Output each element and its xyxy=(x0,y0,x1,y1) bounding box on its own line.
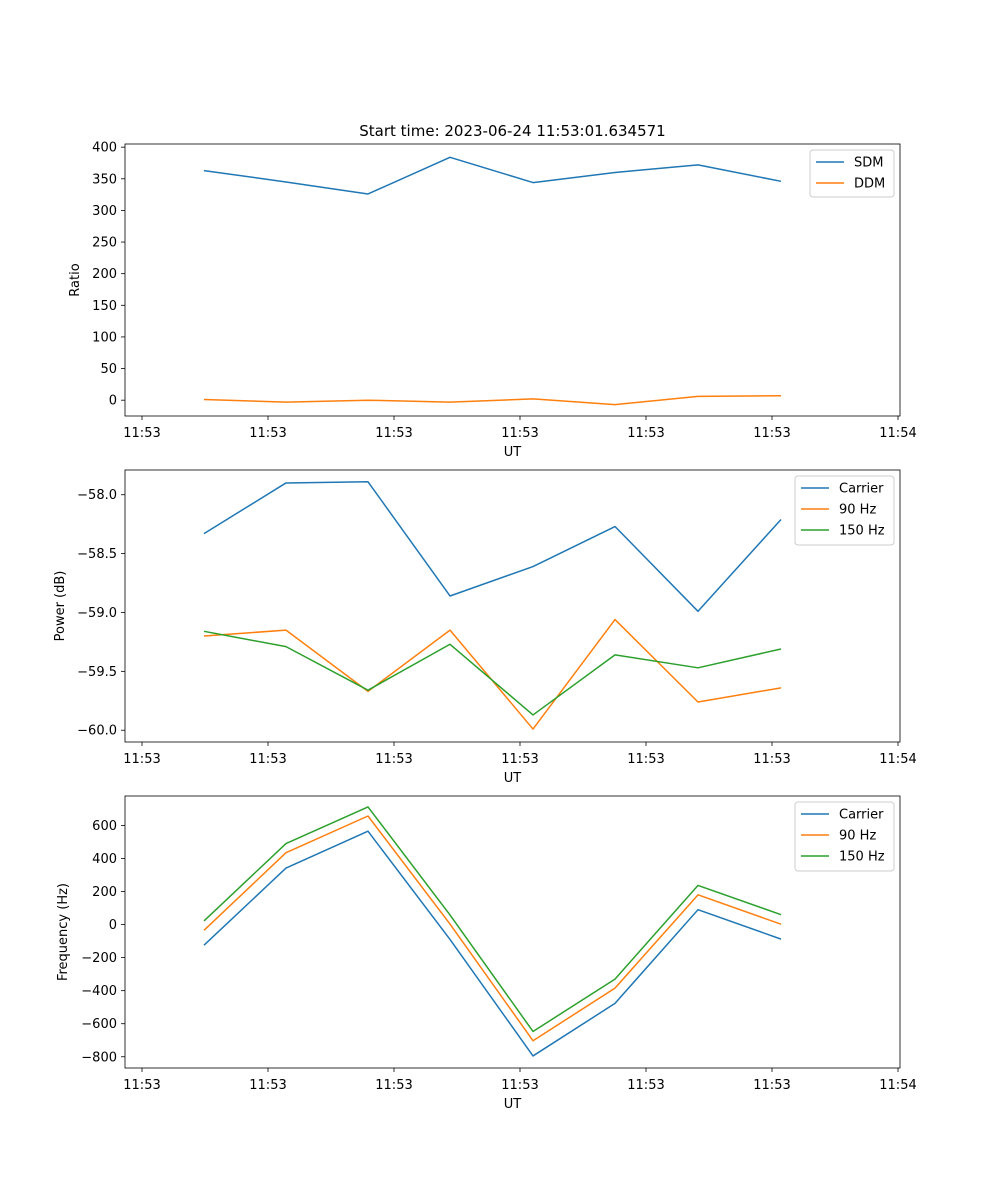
figure-title: Start time: 2023-06-24 11:53:01.634571 xyxy=(359,122,665,140)
y-tick-label: −600 xyxy=(81,1017,117,1032)
series-line-ddm xyxy=(203,395,782,406)
y-axis-label: Ratio xyxy=(68,263,83,296)
y-tick-label: 300 xyxy=(92,204,117,219)
legend-label: 90 Hz xyxy=(839,503,876,518)
legend: SDM DDM xyxy=(809,149,895,198)
y-tick-label: 400 xyxy=(92,141,117,156)
legend-label: SDM xyxy=(854,156,883,171)
legend-box xyxy=(794,475,895,546)
x-tick-label: 11:54 xyxy=(879,426,916,441)
axes-frame xyxy=(124,795,901,1069)
legend-label: 150 Hz xyxy=(839,524,885,539)
x-tick-label: 11:53 xyxy=(501,426,538,441)
y-tick-label: 50 xyxy=(100,362,117,377)
legend-label: DDM xyxy=(854,177,885,192)
panel-1: 11:53 11:53 11:53 11:53 11:53 11:53 11:54 UT 0 50… xyxy=(68,141,917,460)
x-tick-label: 11:53 xyxy=(375,752,412,767)
x-tick-label: 11:53 xyxy=(249,426,286,441)
x-tick-label: 11:54 xyxy=(879,1078,916,1093)
y-tick-label: −58.5 xyxy=(77,547,117,562)
series-line-90-hz xyxy=(203,815,782,1042)
y-tick-label: −60.0 xyxy=(77,724,117,739)
x-tick-label: 11:53 xyxy=(753,1078,790,1093)
series-line-carrier xyxy=(203,481,782,613)
series-line-carrier xyxy=(203,830,782,1057)
x-tick-label: 11:53 xyxy=(753,752,790,767)
x-axis-label: UT xyxy=(504,771,522,786)
x-tick-label: 11:53 xyxy=(375,426,412,441)
y-tick-label: −200 xyxy=(81,951,117,966)
legend: Carrier 90 Hz 150 Hz xyxy=(794,475,895,546)
x-tick-label: 11:53 xyxy=(627,752,664,767)
legend-label: Carrier xyxy=(839,482,884,497)
y-tick-label: 0 xyxy=(109,394,117,409)
x-tick-label: 11:53 xyxy=(249,1078,286,1093)
y-tick-label: −800 xyxy=(81,1050,117,1065)
y-tick-label: 200 xyxy=(92,267,117,282)
legend-label: Carrier xyxy=(839,808,884,823)
y-tick-label: 0 xyxy=(109,918,117,933)
x-tick-label: 11:53 xyxy=(501,1078,538,1093)
y-tick-label: 350 xyxy=(92,172,117,187)
y-axis-label: Frequency (Hz) xyxy=(56,883,71,981)
x-tick-label: 11:53 xyxy=(753,426,790,441)
y-tick-label: −400 xyxy=(81,984,117,999)
x-tick-label: 11:54 xyxy=(879,752,916,767)
y-tick-label: 250 xyxy=(92,236,117,251)
x-axis-label: UT xyxy=(504,445,522,460)
y-tick-label: 100 xyxy=(92,330,117,345)
panel-3: 11:53 11:53 11:53 11:53 11:53 11:53 11:54 UT −80… xyxy=(56,795,917,1112)
legend-label: 150 Hz xyxy=(839,850,885,865)
x-tick-label: 11:53 xyxy=(627,426,664,441)
y-tick-label: −59.5 xyxy=(77,665,117,680)
x-axis-label: UT xyxy=(504,1097,522,1112)
axes-frame xyxy=(124,469,901,743)
legend-label: 90 Hz xyxy=(839,829,876,844)
y-tick-label: −59.0 xyxy=(77,606,117,621)
y-tick-label: 600 xyxy=(92,819,117,834)
x-tick-label: 11:53 xyxy=(627,1078,664,1093)
x-tick-label: 11:53 xyxy=(123,1078,160,1093)
x-tick-label: 11:53 xyxy=(501,752,538,767)
legend: Carrier 90 Hz 150 Hz xyxy=(794,801,895,872)
y-tick-label: 200 xyxy=(92,885,117,900)
series-line-150-hz xyxy=(203,806,782,1033)
y-tick-label: −58.0 xyxy=(77,488,117,503)
x-tick-label: 11:53 xyxy=(249,752,286,767)
series-line-sdm xyxy=(203,156,782,195)
x-tick-label: 11:53 xyxy=(375,1078,412,1093)
panel-2: 11:53 11:53 11:53 11:53 11:53 11:53 11:54 UT −60… xyxy=(53,469,917,786)
y-tick-label: 150 xyxy=(92,299,117,314)
series-line-150-hz xyxy=(203,630,782,716)
x-tick-label: 11:53 xyxy=(123,426,160,441)
x-tick-label: 11:53 xyxy=(123,752,160,767)
y-axis-label: Power (dB) xyxy=(53,571,68,642)
axes-frame xyxy=(124,143,901,417)
y-tick-label: 400 xyxy=(92,852,117,867)
legend-box xyxy=(794,801,895,872)
chart-panels: 11:53 11:53 11:53 11:53 11:53 11:53 11:54 UT 0 50… xyxy=(53,141,917,1112)
